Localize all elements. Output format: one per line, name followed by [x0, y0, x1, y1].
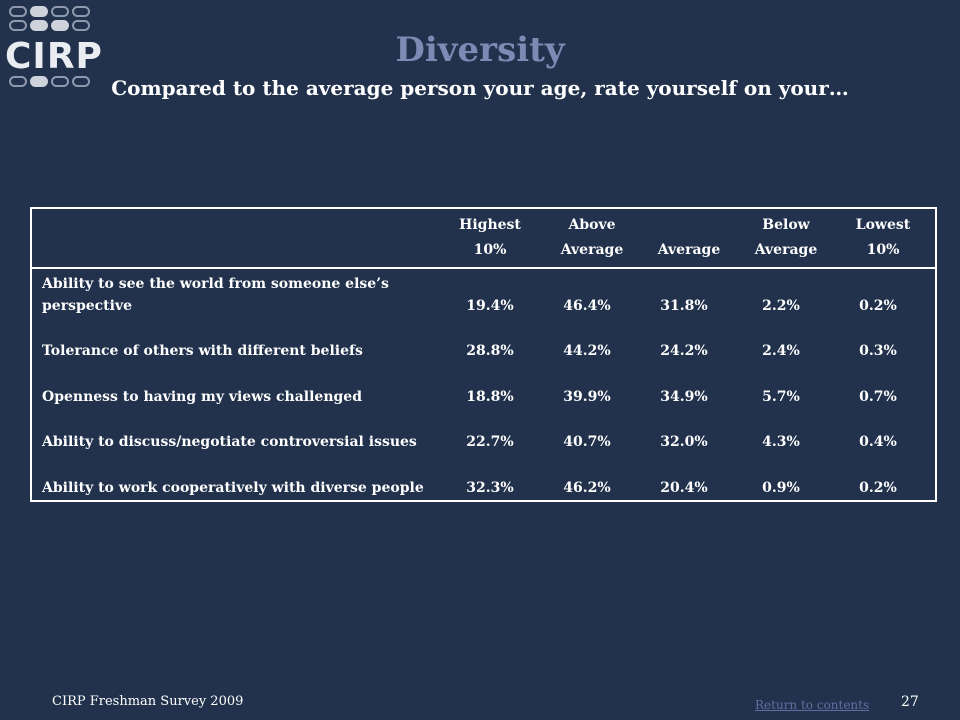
row-label: Ability to discuss/negotiate controversi… [42, 434, 417, 450]
header-divider [32, 267, 935, 269]
cell-value: 0.3% [859, 343, 897, 359]
cell-value: 18.8% [466, 389, 514, 405]
cell-value: 44.2% [563, 343, 611, 359]
column-header-below-average: Below Average [754, 217, 818, 258]
cell-value: 2.2% [762, 298, 800, 314]
cell-value: 34.9% [660, 389, 708, 405]
cell-value: 24.2% [660, 343, 708, 359]
page-title: Diversity [395, 30, 565, 70]
cell-value: 46.2% [563, 480, 611, 496]
row-label: Ability to work cooperatively with diver… [42, 480, 424, 496]
page-number: 27 [901, 694, 919, 710]
cell-value: 31.8% [660, 298, 708, 314]
column-header-average: Average [657, 242, 721, 258]
cell-value: 19.4% [466, 298, 514, 314]
cell-value: 5.7% [762, 389, 800, 405]
footer-source: CIRP Freshman Survey 2009 [52, 694, 244, 709]
cell-value: 4.3% [762, 434, 800, 450]
cell-value: 40.7% [563, 434, 611, 450]
row-label: Openness to having my views challenged [42, 389, 362, 405]
row-label: Ability to see the world from someone el… [42, 276, 389, 314]
cell-value: 28.8% [466, 343, 514, 359]
row-label: Tolerance of others with different belie… [42, 343, 363, 359]
page-subtitle: Compared to the average person your age,… [111, 76, 849, 100]
cell-value: 2.4% [762, 343, 800, 359]
cell-value: 32.0% [660, 434, 708, 450]
cell-value: 0.9% [762, 480, 800, 496]
cell-value: 0.2% [859, 480, 897, 496]
cirp-logo: CIRP [3, 6, 102, 92]
cell-value: 22.7% [466, 434, 514, 450]
column-header-above-average: Above Average [560, 217, 624, 258]
column-header-lowest: Lowest 10% [855, 217, 911, 258]
cell-value: 0.7% [859, 389, 897, 405]
cell-value: 0.2% [859, 298, 897, 314]
cell-value: 46.4% [563, 298, 611, 314]
ratings-table: Highest 10% Above Average Average Below Ave… [30, 207, 937, 502]
cell-value: 39.9% [563, 389, 611, 405]
cell-value: 20.4% [660, 480, 708, 496]
cell-value: 0.4% [859, 434, 897, 450]
cell-value: 32.3% [466, 480, 514, 496]
return-to-contents-link[interactable]: Return to contents [755, 698, 870, 712]
logo-wordmark: CIRP [5, 36, 103, 77]
column-header-highest: Highest 10% [459, 217, 521, 258]
